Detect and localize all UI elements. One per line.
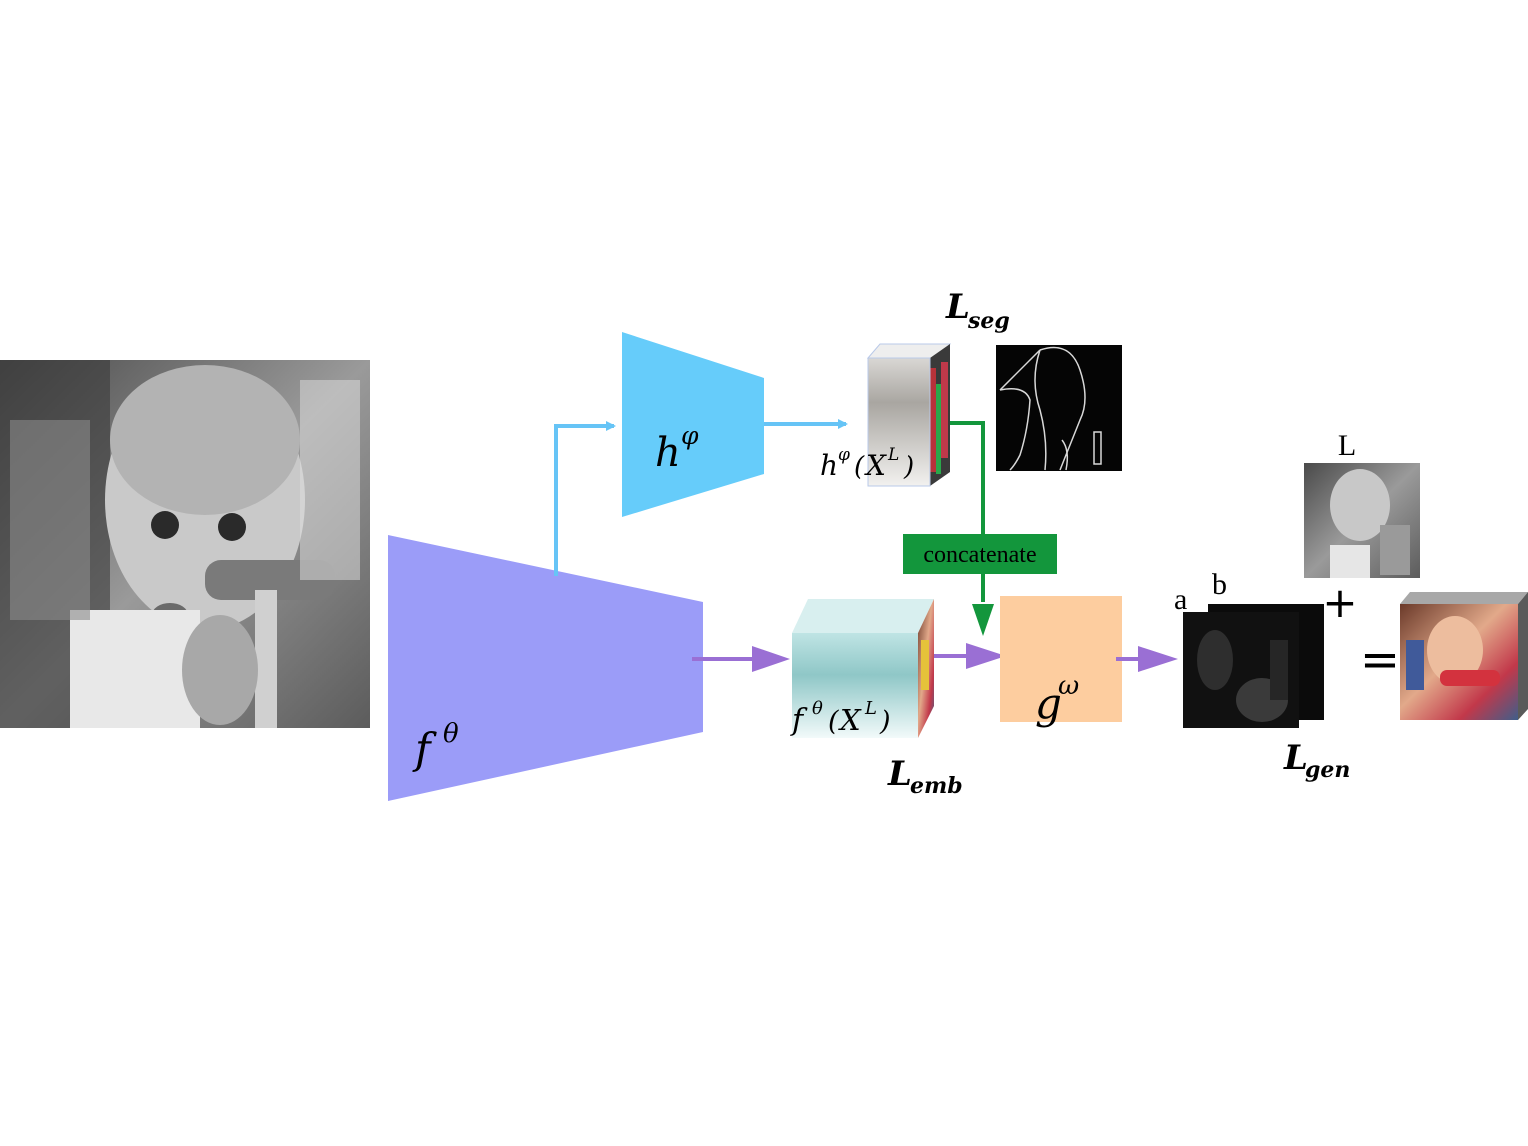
generator-symbol: g: [1035, 679, 1062, 728]
seg-feature-arg: X: [864, 449, 887, 482]
svg-text:gen: gen: [1305, 757, 1350, 783]
svg-text:L: L: [887, 754, 912, 794]
label-b: b: [1212, 568, 1227, 601]
seg-feature-arg-sup: L: [887, 445, 899, 465]
concat-label: concatenate: [923, 542, 1036, 568]
emb-feature-arg: X: [838, 703, 862, 737]
encoder-to-seg-arrow: [554, 421, 616, 576]
generator-block: g ω: [1000, 596, 1122, 728]
seg-feature-fn-sup: φ: [838, 445, 850, 465]
svg-text:L: L: [945, 287, 970, 327]
concat-label-box: concatenate: [903, 534, 1057, 574]
generator-superscript: ω: [1058, 671, 1079, 701]
emb-feature-arg-sup: L: [864, 698, 877, 719]
equals-sign: =: [1360, 632, 1400, 688]
emb-feature-fn-sup: θ: [812, 698, 823, 719]
svg-text:(: (: [828, 706, 840, 737]
svg-text:L: L: [1283, 738, 1308, 778]
loss-gen-label: L gen: [1283, 738, 1350, 783]
loss-emb-label: L emb: [887, 754, 963, 799]
label-l: L: [1338, 429, 1356, 462]
encoder-superscript: θ: [443, 719, 459, 749]
plus-sign: +: [1322, 578, 1357, 627]
emb-to-generator-arrow: [934, 643, 1006, 669]
seg-feature-fn: h: [820, 449, 838, 482]
seg-head-block: h φ: [622, 332, 764, 517]
seg-feature-label: h φ ( X L ): [820, 445, 914, 482]
emb-feature-cube: [792, 599, 934, 738]
svg-text:): ): [879, 706, 891, 737]
input-image: [0, 360, 370, 728]
label-a: a: [1174, 583, 1187, 616]
svg-text:(: (: [854, 452, 865, 482]
svg-text:emb: emb: [910, 773, 963, 799]
seg-head-symbol: h: [655, 430, 681, 476]
svg-text:): ): [903, 452, 914, 482]
colorized-output-cube: [1400, 592, 1528, 720]
l-channel-image: [1304, 463, 1420, 578]
seg-feature-cube: [866, 343, 952, 487]
ab-channel-images: [1183, 604, 1324, 728]
seg-head-superscript: φ: [681, 421, 699, 450]
svg-text:seg: seg: [967, 308, 1010, 334]
concat-arrow: [950, 421, 994, 636]
segmentation-map-image: [996, 345, 1122, 471]
encoder-to-emb-arrow: [692, 646, 790, 672]
generator-to-ab-arrow: [1116, 646, 1178, 672]
loss-seg-label: L seg: [945, 287, 1010, 334]
encoder-block: f θ: [388, 535, 703, 801]
